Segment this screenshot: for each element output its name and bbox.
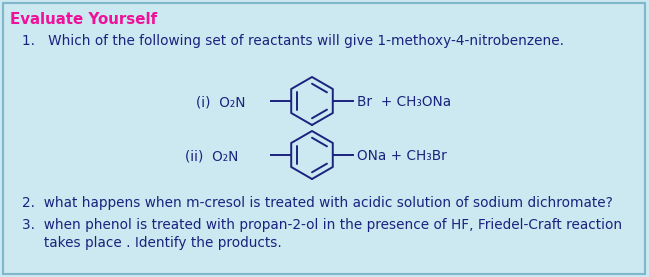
Text: 3.  when phenol is treated with propan-2-ol in the presence of HF, Friedel-Craft: 3. when phenol is treated with propan-2-… <box>22 218 622 232</box>
Text: 1.   Which of the following set of reactants will give 1-methoxy-4-nitrobenzene.: 1. Which of the following set of reactan… <box>22 34 564 48</box>
Text: 2.  what happens when m-cresol is treated with acidic solution of sodium dichrom: 2. what happens when m-cresol is treated… <box>22 196 613 210</box>
Text: (ii)  O₂N: (ii) O₂N <box>185 149 238 163</box>
Text: Evaluate Yourself: Evaluate Yourself <box>10 12 157 27</box>
Text: Br  + CH₃ONa: Br + CH₃ONa <box>357 95 451 109</box>
Text: takes place . Identify the products.: takes place . Identify the products. <box>22 236 282 250</box>
FancyBboxPatch shape <box>3 3 645 274</box>
Text: ONa + CH₃Br: ONa + CH₃Br <box>357 149 447 163</box>
Text: (i)  O₂N: (i) O₂N <box>196 95 245 109</box>
